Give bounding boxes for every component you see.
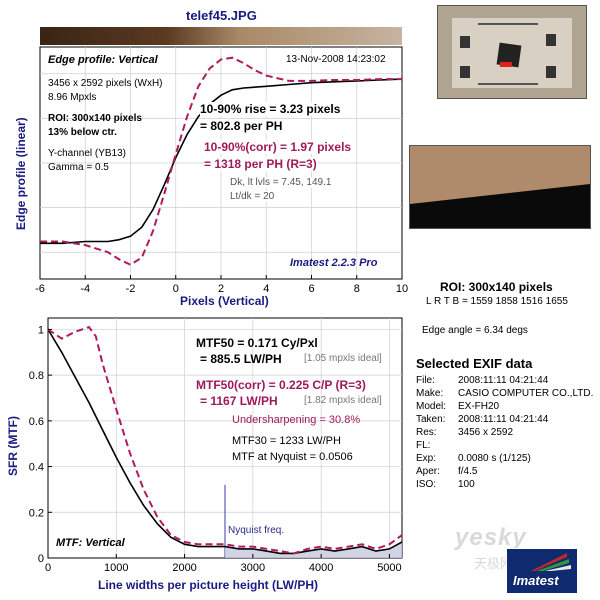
edge-info-0: 3456 x 2592 pixels (WxH) [48, 78, 163, 89]
exif-title: Selected EXIF data [416, 356, 533, 371]
edge-dk-0: Dk, lt lvls = 7.45, 149.1 [230, 177, 332, 188]
mtf-tick-label-x: 0 [45, 562, 51, 574]
exif-row: Res: 3456 x 2592 [416, 427, 513, 438]
edge-tick-label: 10 [396, 283, 408, 295]
edge-rise-0: 10-90% rise = 3.23 pixels [200, 102, 341, 116]
exif-key: Taken: [416, 414, 446, 425]
exif-value: 2008:11:11 04:21:44 [458, 414, 549, 425]
exif-value: 0.0080 s (1/125) [458, 453, 531, 464]
edge-gradient-strip [40, 27, 402, 45]
edge-tick-label: 0 [173, 283, 179, 295]
exif-key: Res: [416, 427, 437, 438]
mtf50-corr-0: MTF50(corr) = 0.225 C/P (R=3) [196, 378, 366, 392]
mtf50-0: MTF50 = 0.171 Cy/Pxl [196, 336, 318, 350]
exif-key: Make: [416, 388, 444, 399]
mtf50-ideal: [1.05 mpxls ideal] [304, 353, 382, 364]
edge-channel-0: Y-channel (YB13) [48, 148, 127, 159]
mtf-tick-label-y: 0.2 [29, 507, 44, 519]
exif-row: Taken: 2008:11:11 04:21:44 [416, 414, 548, 425]
mtf50-1: = 885.5 LW/PH [200, 352, 282, 366]
exif-value: 3456 x 2592 [458, 427, 514, 438]
mtf50-corr-1: = 1167 LW/PH [200, 394, 278, 408]
edge-tick-label: -4 [80, 283, 90, 295]
exif-key: File: [416, 375, 435, 386]
edge-roi-0: ROI: 300x140 pixels [48, 113, 142, 124]
mtf-tick-label-y: 0.6 [29, 416, 44, 428]
exif-row: ISO: 100 [416, 479, 475, 490]
mtf-tick-label-x: 2000 [172, 562, 196, 574]
edge-info-1: 8.96 Mpxls [48, 92, 97, 103]
mtf-tick-label-y: 0.8 [29, 370, 44, 382]
edge-rise-1: = 802.8 per PH [200, 119, 283, 133]
edge-date: 13-Nov-2008 14:23:02 [286, 54, 386, 65]
exif-row: FL: [416, 440, 458, 451]
exif-key: Exp: [416, 453, 437, 464]
mtf-measured-line [47, 328, 403, 555]
edge-xlabel: Pixels (Vertical) [180, 294, 269, 308]
mtf-panel-title: MTF: Vertical [56, 537, 125, 549]
file-title: telef45.JPG [186, 8, 257, 23]
exif-row: File: 2008:11:11 04:21:44 [416, 375, 548, 386]
exif-value: f/4.5 [458, 466, 478, 477]
edge-dk-1: Lt/dk = 20 [230, 191, 275, 202]
mtf-tick-label-x: 5000 [377, 562, 401, 574]
mtf-tick-label-y: 1 [38, 324, 44, 336]
mtf-xlabel: Line widths per picture height (LW/PH) [98, 578, 319, 592]
edge-tick-label: 4 [263, 283, 269, 295]
exif-key: Aper: [416, 466, 440, 477]
mtf-tick-label-x: 4000 [309, 562, 333, 574]
exif-row: Exp: 0.0080 s (1/125) [416, 453, 531, 464]
exif-value: EX-FH20 [458, 401, 500, 412]
exif-row: Make: CASIO COMPUTER CO.,LTD. [416, 388, 593, 399]
mtf-tick-label-x: 3000 [241, 562, 265, 574]
imatest-logo-graphic [507, 549, 577, 573]
roi-crop-image [409, 145, 591, 229]
target-thumbnail [437, 5, 587, 99]
exif-key: Model: [416, 401, 447, 412]
edge-tick-label: 6 [308, 283, 314, 295]
mtf-ylabel: SFR (MTF) [6, 416, 20, 476]
mtf-tick-label-y: 0 [38, 553, 44, 565]
exif-value: 2008:11:11 04:21:44 [458, 375, 549, 386]
edge-rise-corr-0: 10-90%(corr) = 1.97 pixels [204, 140, 352, 154]
edge-channel-1: Gamma = 0.5 [48, 162, 109, 173]
roi-title: ROI: 300x140 pixels [440, 280, 553, 294]
exif-value: 100 [458, 479, 475, 490]
yesky-watermark-sub: 天极网 [474, 556, 514, 571]
mtf-tick-label-y: 0.4 [29, 462, 44, 474]
exif-row: Model: EX-FH20 [416, 401, 499, 412]
beyond-nyquist-area [225, 542, 402, 558]
undersharpening: Undersharpening = 30.8% [232, 414, 361, 426]
edge-tick-label: -2 [126, 283, 136, 295]
edge-tick-label: -6 [35, 283, 45, 295]
edge-corrected-line [40, 56, 402, 266]
imatest-logo-text: Imatest [513, 573, 559, 588]
edge-roi-1: 13% below ctr. [48, 127, 117, 138]
mtf-corrected-line [47, 325, 403, 555]
mtf30: MTF30 = 1233 LW/PH [232, 435, 341, 447]
mtf-nyquist: MTF at Nyquist = 0.0506 [232, 451, 353, 463]
edge-measured-line [40, 78, 403, 245]
yesky-watermark: yesky [455, 524, 527, 551]
edge-panel-title: Edge profile: Vertical [48, 54, 158, 66]
edge-tick-label: 2 [218, 283, 224, 295]
exif-key: FL: [416, 440, 431, 451]
exif-key: ISO: [416, 479, 437, 490]
edge-ylabel: Edge profile (linear) [14, 117, 28, 230]
roi-coords: L R T B = 1559 1858 1516 1655 [426, 296, 568, 307]
exif-row: Aper: f/4.5 [416, 466, 477, 477]
edge-angle: Edge angle = 6.34 degs [422, 325, 528, 336]
edge-tick-label: 8 [354, 283, 360, 295]
nyquist-label: Nyquist freq. [228, 525, 285, 536]
exif-value: CASIO COMPUTER CO.,LTD. [458, 388, 594, 399]
mtf-tick-label-x: 1000 [104, 562, 128, 574]
edge-rise-corr-1: = 1318 per PH (R=3) [204, 157, 317, 171]
imatest-logo: Imatest [506, 548, 578, 594]
imatest-watermark: Imatest 2.2.3 Pro [290, 257, 378, 269]
mtf50-corr-ideal: [1.82 mpxls ideal] [304, 395, 382, 406]
